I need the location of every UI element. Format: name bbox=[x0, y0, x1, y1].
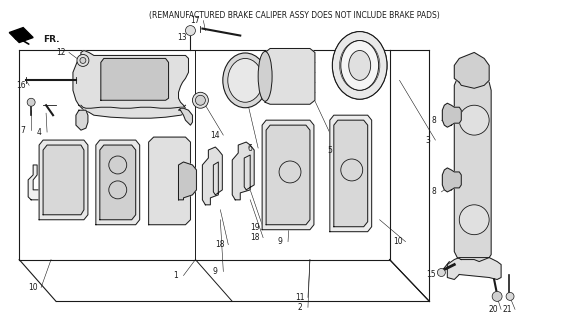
Polygon shape bbox=[202, 147, 222, 205]
Text: 13: 13 bbox=[178, 33, 188, 42]
Text: 9: 9 bbox=[278, 237, 282, 246]
Polygon shape bbox=[9, 28, 33, 43]
Circle shape bbox=[27, 98, 35, 106]
Text: (REMANUFACTURED BRAKE CALIPER ASSY DOES NOT INCLUDE BRAKE PADS): (REMANUFACTURED BRAKE CALIPER ASSY DOES … bbox=[149, 11, 439, 20]
Text: 15: 15 bbox=[426, 270, 436, 279]
Text: 11: 11 bbox=[295, 293, 305, 302]
Polygon shape bbox=[330, 115, 372, 232]
Text: 14: 14 bbox=[211, 131, 220, 140]
Polygon shape bbox=[76, 110, 88, 130]
Circle shape bbox=[80, 58, 86, 63]
Polygon shape bbox=[455, 68, 491, 261]
Polygon shape bbox=[265, 49, 315, 104]
Polygon shape bbox=[28, 165, 59, 200]
Ellipse shape bbox=[332, 32, 387, 99]
Polygon shape bbox=[73, 51, 189, 118]
Text: 2: 2 bbox=[298, 303, 302, 312]
Text: 4: 4 bbox=[36, 128, 42, 137]
Text: 17: 17 bbox=[191, 16, 201, 25]
Polygon shape bbox=[232, 142, 254, 200]
Text: FR.: FR. bbox=[43, 35, 59, 44]
Text: 10: 10 bbox=[28, 283, 38, 292]
Text: 10: 10 bbox=[393, 237, 402, 246]
Polygon shape bbox=[39, 140, 88, 220]
Text: 9: 9 bbox=[213, 267, 218, 276]
Polygon shape bbox=[266, 125, 310, 225]
Circle shape bbox=[459, 205, 489, 235]
Polygon shape bbox=[447, 258, 501, 279]
Polygon shape bbox=[179, 108, 192, 125]
Polygon shape bbox=[334, 120, 368, 227]
Text: 18: 18 bbox=[216, 240, 225, 249]
Text: 21: 21 bbox=[502, 305, 512, 314]
Polygon shape bbox=[43, 145, 84, 215]
Text: 8: 8 bbox=[431, 188, 436, 196]
Ellipse shape bbox=[349, 51, 370, 80]
Text: 5: 5 bbox=[328, 146, 332, 155]
Text: 16: 16 bbox=[16, 81, 26, 90]
Polygon shape bbox=[262, 120, 314, 230]
Polygon shape bbox=[149, 137, 191, 225]
Text: 12: 12 bbox=[56, 48, 66, 57]
Text: 1: 1 bbox=[173, 271, 178, 280]
Circle shape bbox=[492, 292, 502, 301]
Circle shape bbox=[195, 95, 205, 105]
Ellipse shape bbox=[223, 53, 268, 108]
Text: 18: 18 bbox=[250, 233, 260, 242]
Ellipse shape bbox=[228, 59, 263, 102]
Ellipse shape bbox=[341, 41, 379, 90]
Polygon shape bbox=[455, 52, 489, 88]
Circle shape bbox=[77, 54, 89, 67]
Text: 6: 6 bbox=[248, 144, 253, 153]
Polygon shape bbox=[442, 168, 461, 192]
Text: 3: 3 bbox=[425, 136, 430, 145]
Polygon shape bbox=[101, 59, 169, 100]
Circle shape bbox=[437, 268, 445, 276]
Ellipse shape bbox=[258, 52, 272, 101]
Circle shape bbox=[459, 105, 489, 135]
Text: 8: 8 bbox=[431, 116, 436, 125]
Polygon shape bbox=[96, 140, 140, 225]
Polygon shape bbox=[442, 103, 461, 127]
Text: 19: 19 bbox=[250, 223, 260, 232]
Circle shape bbox=[506, 292, 514, 300]
Polygon shape bbox=[179, 162, 196, 200]
Polygon shape bbox=[100, 145, 136, 220]
Circle shape bbox=[192, 92, 208, 108]
Text: 7: 7 bbox=[21, 126, 26, 135]
Circle shape bbox=[185, 26, 195, 36]
Text: 20: 20 bbox=[488, 305, 498, 314]
